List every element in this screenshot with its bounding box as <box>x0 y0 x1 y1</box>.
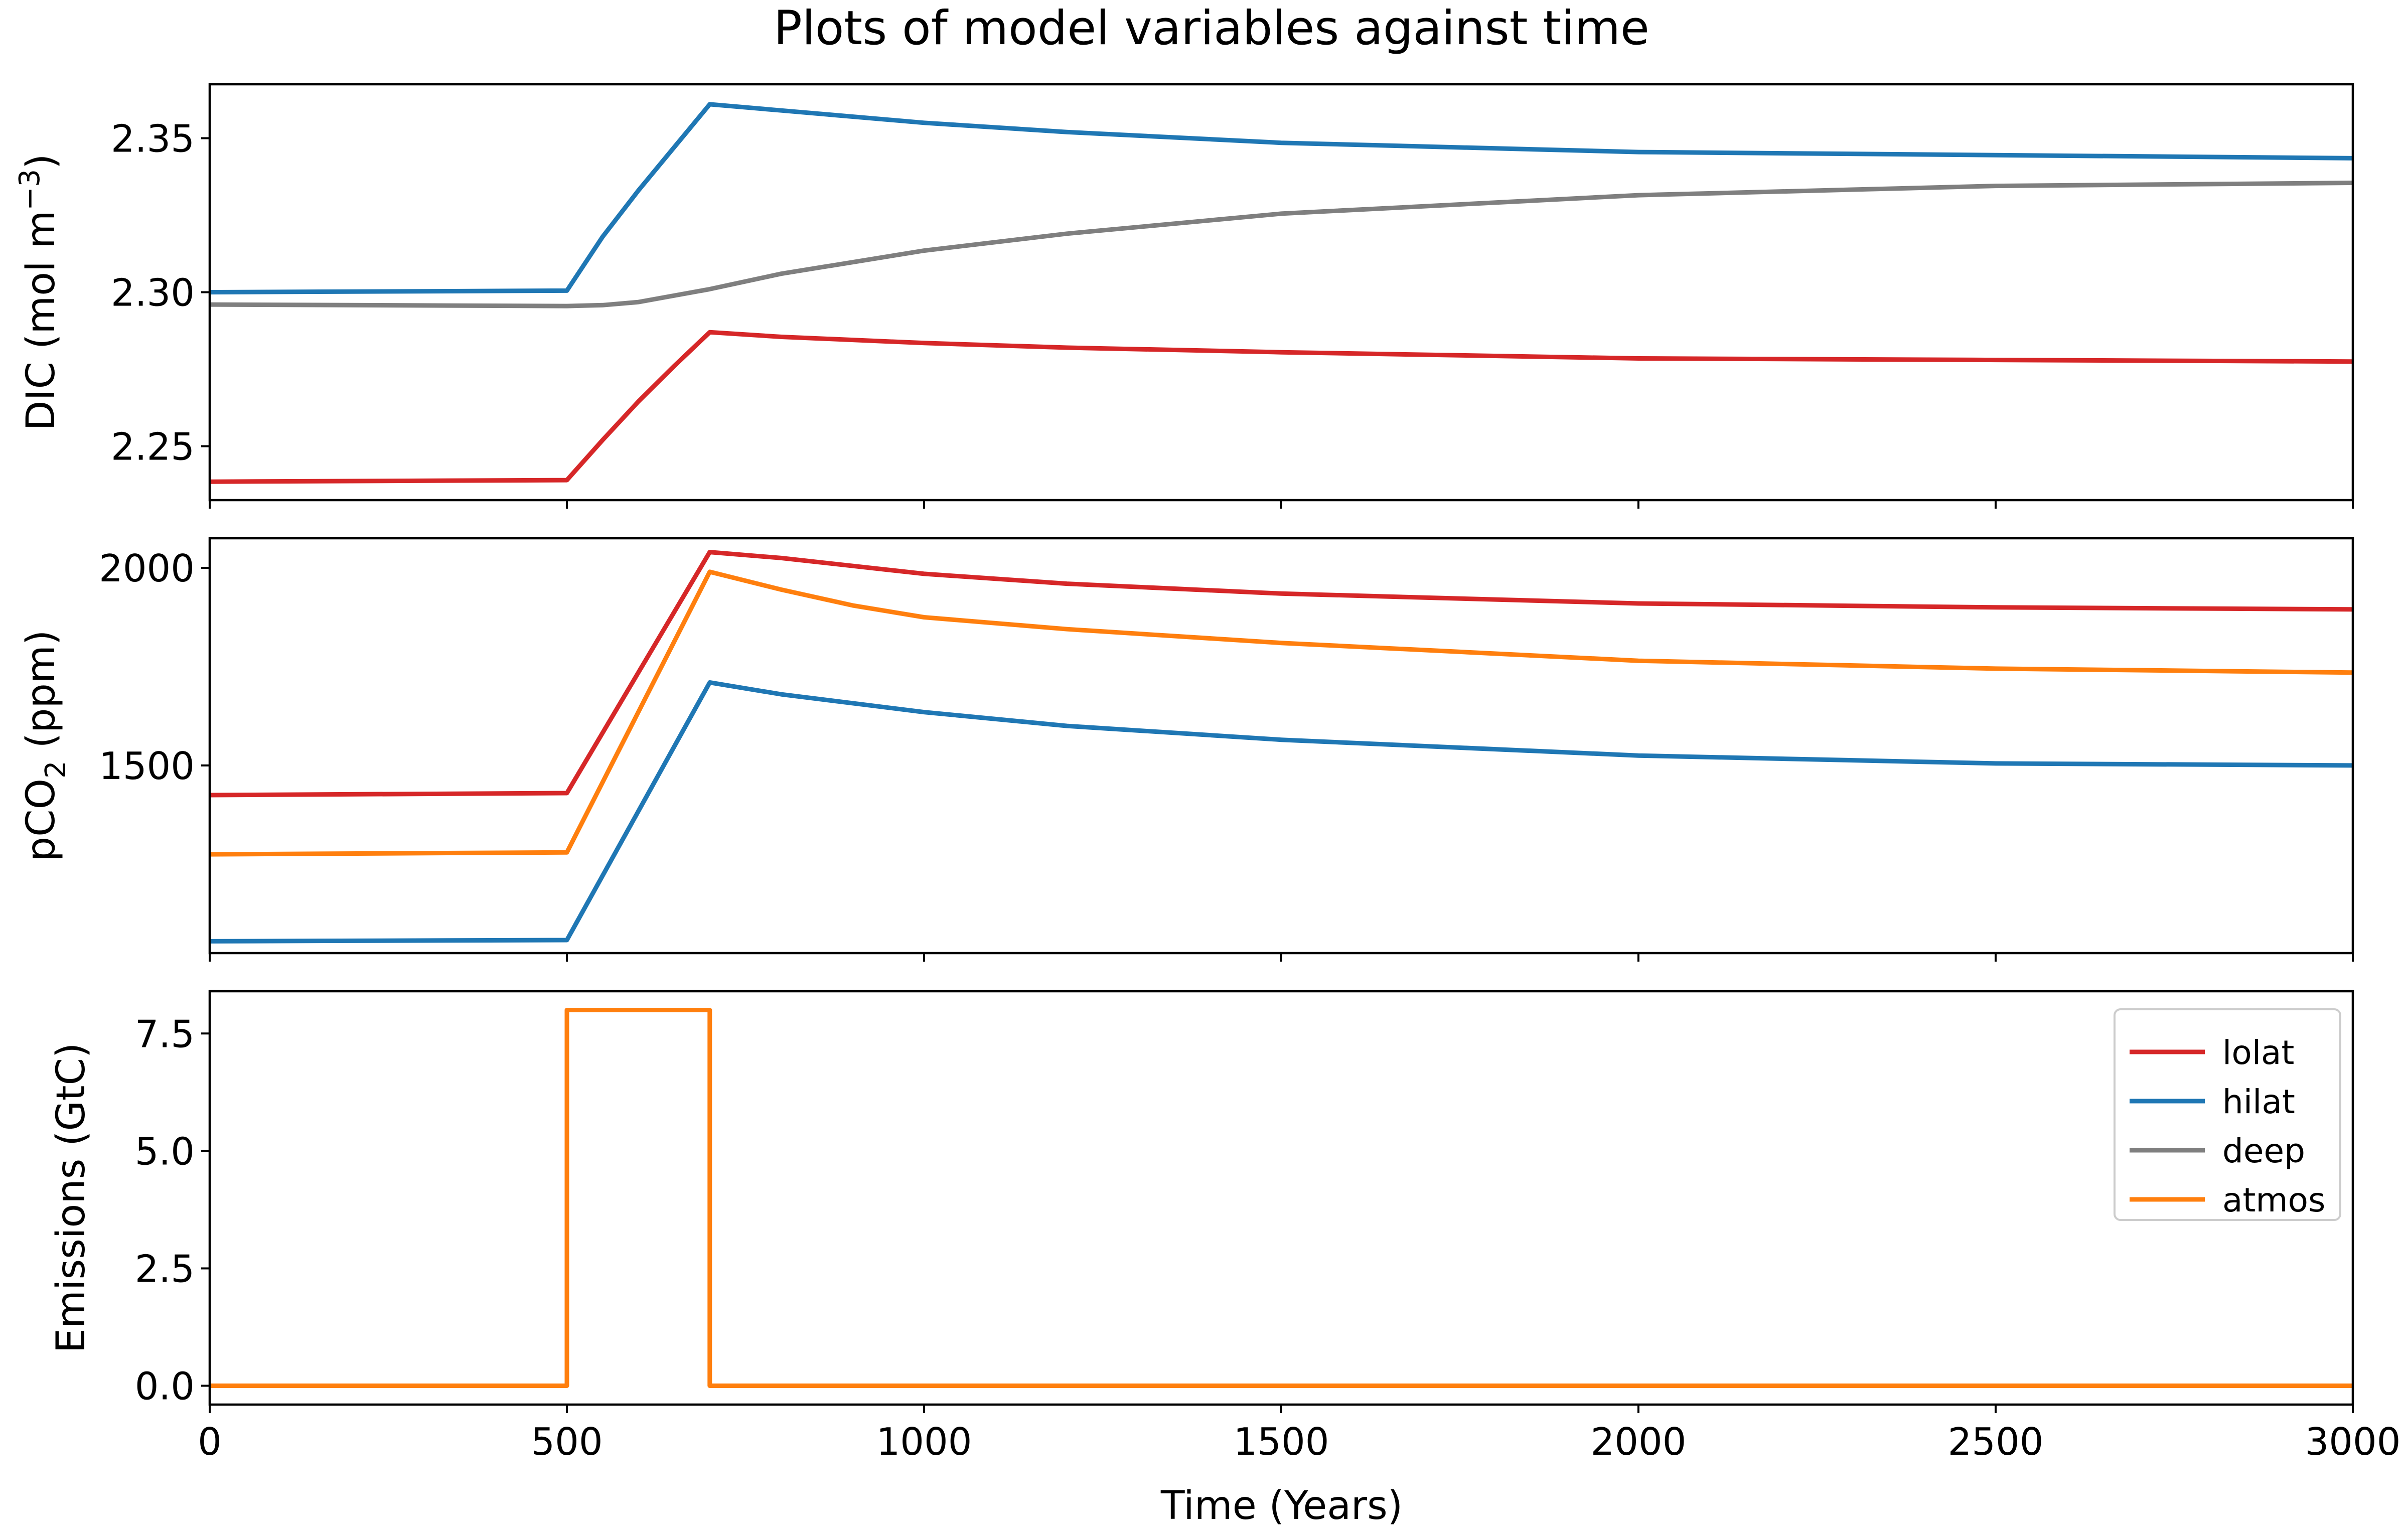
y-axis-label-text: pCO <box>19 779 64 861</box>
x-tick-label: 0 <box>198 1420 222 1464</box>
series-line-lolat <box>210 330 2353 484</box>
y-tick-label: 2.25 <box>111 425 195 469</box>
x-tick-label: 1500 <box>1234 1420 1329 1464</box>
x-tick-label: 2500 <box>1948 1420 2044 1464</box>
y-tick-label: 2.35 <box>111 116 195 161</box>
y-tick-label: 0.0 <box>135 1364 195 1409</box>
y-axis-label: DIC (mol m−3) <box>14 154 64 431</box>
series-line-deep <box>210 180 2353 309</box>
legend-label-deep: deep <box>2222 1132 2305 1170</box>
y-axis-label: pCO2 (ppm) <box>19 630 72 862</box>
y-axis-label-text: DIC (mol m <box>19 211 64 431</box>
series-line-atmos <box>210 1008 2353 1388</box>
x-axis-label: Time (Years) <box>1160 1483 1403 1528</box>
panel-1: 2.25 2.30 2.35 DIC (mol m−3) <box>14 83 2354 509</box>
y-axis-label-subscript: 2 <box>40 760 72 779</box>
y-axis-label-superscript: −3 <box>14 169 46 211</box>
series-line-hilat <box>210 680 2353 944</box>
series-line-lolat <box>210 550 2353 798</box>
series-line-atmos <box>210 569 2353 857</box>
y-tick-label: 1500 <box>99 744 195 788</box>
y-tick-label: 2000 <box>99 546 195 590</box>
legend-label-atmos: atmos <box>2222 1181 2325 1219</box>
y-tick-label: 2.5 <box>135 1247 195 1291</box>
y-tick-label: 7.5 <box>135 1012 195 1056</box>
legend: lolat hilat deep atmos <box>2114 1008 2341 1221</box>
x-tick-label: 2000 <box>1591 1420 1687 1464</box>
x-tick-label: 500 <box>531 1420 603 1464</box>
series-line-hilat <box>210 102 2353 295</box>
x-tick-label: 1000 <box>876 1420 972 1464</box>
y-tick-label: 5.0 <box>135 1129 195 1173</box>
panels-group: 2.25 2.30 2.35 DIC (mol m−3) 1500 2000 pCO2 (p… <box>14 83 2401 1464</box>
legend-box <box>2114 1008 2341 1221</box>
panel-2: 1500 2000 pCO2 (ppm) <box>19 537 2354 962</box>
y-axis-label-text: (ppm) <box>19 630 64 761</box>
y-axis-label-text: Emissions (GtC) <box>49 1043 94 1353</box>
y-axis-label-text: ) <box>19 154 64 169</box>
legend-label-hilat: hilat <box>2222 1083 2295 1121</box>
figure-title: Plots of model variables against time <box>774 1 1649 56</box>
y-tick-label: 2.30 <box>111 271 195 315</box>
y-axis-label: Emissions (GtC) <box>49 1043 94 1353</box>
legend-label-lolat: lolat <box>2222 1033 2294 1072</box>
x-tick-label: 3000 <box>2305 1420 2401 1464</box>
panel-3: 0.0 2.5 5.0 7.5 0 500 1000 1500 2000 2500 3000 Emis… <box>49 990 2401 1464</box>
